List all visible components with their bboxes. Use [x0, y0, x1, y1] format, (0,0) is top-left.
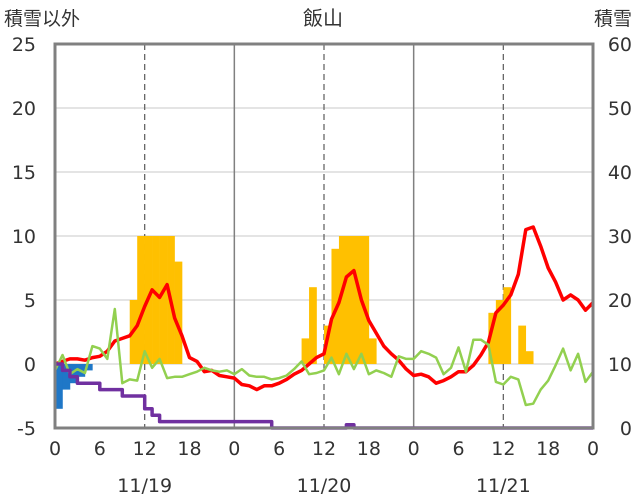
precip-bar: [84, 364, 93, 371]
y-left-tick-label: 0: [24, 354, 36, 376]
precip-bar: [346, 236, 355, 364]
precip-bar: [152, 236, 160, 364]
date-label: 11/19: [117, 475, 172, 497]
precip-bar: [159, 236, 168, 364]
precip-bar: [338, 236, 347, 364]
precip-bar: [368, 338, 377, 364]
chart-title: 飯山: [303, 6, 343, 30]
secondary-line: [53, 307, 595, 407]
y-left-tick-label: 20: [12, 98, 36, 120]
y-right-tick-label: 10: [608, 354, 632, 376]
y-left-axis-label: 積雪以外: [4, 8, 80, 30]
y-right-axis-label: 積雪: [594, 8, 632, 30]
y-right-tick-label: 0: [620, 418, 632, 440]
x-tick-label: 18: [177, 438, 201, 460]
x-tick-label: 6: [452, 438, 464, 460]
precip-bar: [301, 338, 310, 364]
precip-bar: [309, 287, 317, 364]
x-tick-label: 6: [273, 438, 285, 460]
y-right-tick-label: 30: [608, 226, 632, 248]
y-right-tick-label: 40: [608, 162, 632, 184]
precip-bar: [69, 364, 78, 384]
precip-bar: [62, 364, 71, 390]
bars: [55, 236, 534, 409]
x-tick-label: 0: [408, 438, 420, 460]
precip-bar: [324, 325, 332, 364]
date-label: 11/20: [297, 475, 352, 497]
y-left-tick-label: 5: [24, 290, 36, 312]
x-tick-label: 0: [228, 438, 240, 460]
y-right-tick-label: 50: [608, 98, 632, 120]
x-tick-label: 0: [587, 438, 599, 460]
precip-bar: [137, 236, 145, 364]
precip-bar: [525, 351, 534, 364]
y-left-tick-label: 10: [12, 226, 36, 248]
y-left-tick-label: 15: [12, 162, 36, 184]
precip-bar: [503, 287, 512, 364]
temperature-line: [54, 225, 595, 392]
x-tick-label: 12: [133, 438, 157, 460]
x-tick-label: 12: [491, 438, 515, 460]
x-tick-label: 6: [94, 438, 106, 460]
date-label: 11/21: [476, 475, 531, 497]
precip-bar: [55, 364, 63, 409]
y-right-tick-label: 60: [608, 34, 632, 56]
plot-frame: [53, 42, 595, 430]
precip-bar: [353, 236, 362, 364]
x-tick-label: 12: [312, 438, 336, 460]
precip-bar: [495, 300, 504, 364]
precip-bar: [174, 261, 183, 364]
x-tick-label: 18: [536, 438, 560, 460]
y-left-tick-label: -5: [17, 418, 36, 440]
precip-bar: [488, 312, 497, 364]
x-tick-label: 18: [357, 438, 381, 460]
y-left-tick-label: 25: [12, 34, 36, 56]
x-tick-label: 0: [49, 438, 61, 460]
precip-bar: [361, 236, 370, 364]
precip-bar: [518, 325, 527, 364]
y-right-tick-label: 20: [608, 290, 632, 312]
